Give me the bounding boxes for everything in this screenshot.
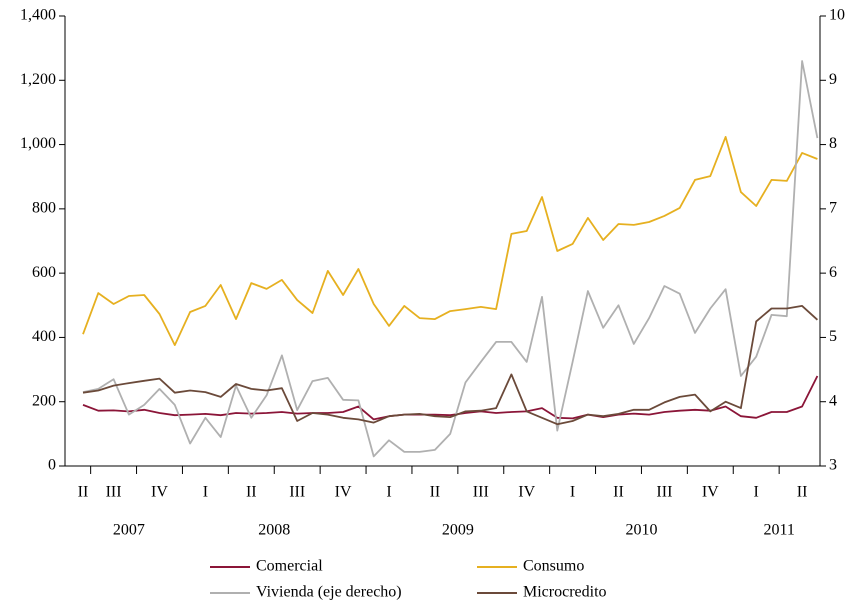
x-tick-label: III — [106, 484, 122, 501]
x-tick-label: I — [754, 484, 759, 501]
year-label: 2011 — [763, 522, 794, 539]
y-tick-label: 600 — [32, 264, 56, 281]
year-label: 2009 — [442, 522, 474, 539]
y-tick-label: 1,000 — [20, 135, 56, 152]
legend-label: Comercial — [256, 558, 323, 575]
x-tick-label: I — [386, 484, 391, 501]
x-tick-label: II — [430, 484, 441, 501]
y2-tick-label: 8 — [829, 135, 837, 152]
y2-tick-label: 7 — [829, 200, 837, 217]
legend-label: Microcredito — [523, 584, 607, 601]
x-tick-label: I — [570, 484, 575, 501]
legend-label: Vivienda (eje derecho) — [256, 584, 402, 601]
x-tick-label: IV — [702, 484, 719, 501]
legend-label: Consumo — [523, 558, 584, 575]
y-tick-label: 200 — [32, 392, 56, 409]
x-tick-label: IV — [151, 484, 168, 501]
series-line — [82, 60, 819, 458]
series-line — [82, 136, 818, 346]
x-tick-label: II — [613, 484, 624, 501]
x-tick-label: I — [203, 484, 208, 501]
x-tick-label: IV — [518, 484, 535, 501]
year-label: 2007 — [113, 522, 145, 539]
year-label: 2008 — [258, 522, 290, 539]
y-tick-label: 0 — [48, 457, 56, 474]
x-tick-label: III — [656, 484, 672, 501]
y-tick-label: 1,400 — [20, 7, 56, 24]
series-line — [82, 375, 819, 421]
y-tick-label: 400 — [32, 328, 56, 345]
x-tick-label: II — [797, 484, 808, 501]
series-line — [82, 305, 819, 426]
x-tick-label: III — [473, 484, 489, 501]
y2-tick-label: 4 — [829, 392, 837, 409]
y2-tick-label: 5 — [829, 328, 837, 345]
y-tick-label: 1,200 — [20, 71, 56, 88]
year-label: 2010 — [625, 522, 657, 539]
x-tick-label: II — [78, 484, 89, 501]
y2-tick-label: 9 — [829, 71, 837, 88]
y2-tick-label: 10 — [829, 7, 845, 24]
y-tick-label: 800 — [32, 200, 56, 217]
y2-tick-label: 6 — [829, 264, 837, 281]
y2-tick-label: 3 — [829, 457, 837, 474]
x-tick-label: III — [289, 484, 305, 501]
x-tick-label: II — [246, 484, 257, 501]
x-tick-label: IV — [335, 484, 352, 501]
